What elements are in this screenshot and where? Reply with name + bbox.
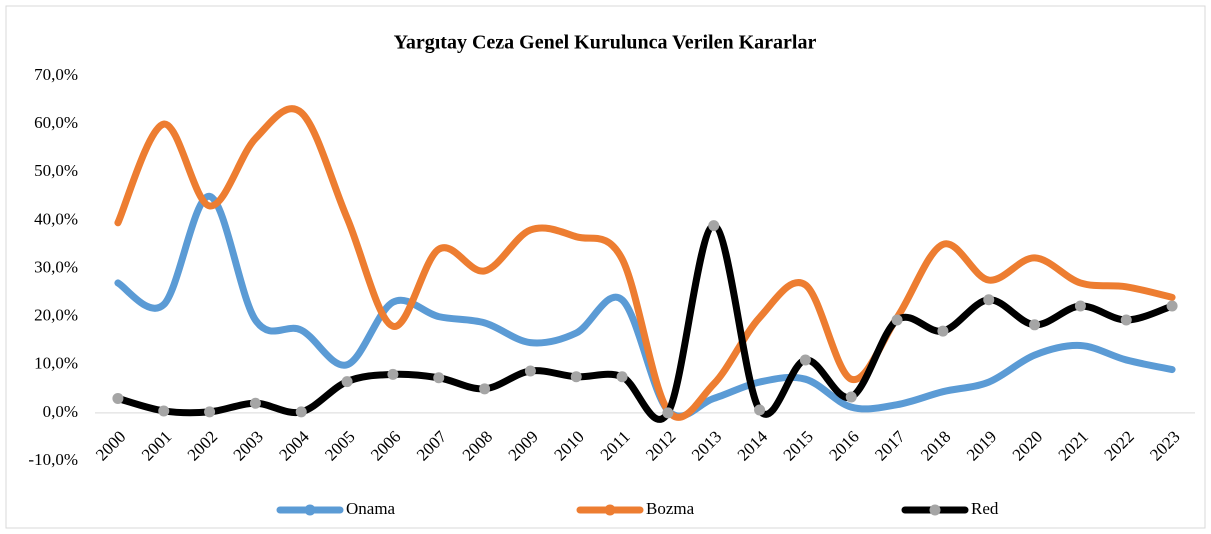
y-tick-label: 60,0% — [34, 113, 78, 132]
legend-marker — [929, 504, 941, 516]
point-marker — [662, 407, 674, 419]
y-tick-label: 50,0% — [34, 161, 78, 180]
legend-marker — [304, 504, 316, 516]
legend-label: Onama — [346, 499, 396, 518]
point-marker — [112, 392, 124, 404]
point-marker — [1166, 300, 1178, 312]
legend-marker — [604, 504, 616, 516]
series-line — [114, 105, 1176, 421]
point-marker — [937, 325, 949, 337]
point-marker — [1120, 314, 1132, 326]
point-marker — [524, 365, 536, 377]
point-marker — [891, 314, 903, 326]
point-marker — [799, 354, 811, 366]
point-marker — [479, 383, 491, 395]
point-marker — [295, 406, 307, 418]
point-marker — [204, 406, 216, 418]
legend-label: Bozma — [646, 499, 695, 518]
point-marker — [249, 397, 261, 409]
y-tick-label: 10,0% — [34, 354, 78, 373]
point-marker — [433, 372, 445, 384]
point-marker — [570, 371, 582, 383]
point-marker — [1074, 300, 1086, 312]
y-tick-label: 0,0% — [43, 402, 78, 421]
point-marker — [387, 368, 399, 380]
point-marker — [754, 404, 766, 416]
y-tick-label: 40,0% — [34, 209, 78, 228]
legend-label: Red — [971, 499, 999, 518]
point-marker — [158, 405, 170, 417]
chart-title: Yargıtay Ceza Genel Kurulunca Verilen Ka… — [394, 32, 817, 54]
y-tick-label: 30,0% — [34, 257, 78, 276]
series-line — [114, 192, 1176, 420]
point-marker — [1029, 319, 1041, 331]
series-line — [114, 222, 1176, 423]
point-marker — [845, 391, 857, 403]
chart-frame — [5, 5, 1206, 529]
point-marker — [983, 294, 995, 306]
point-marker — [616, 371, 628, 383]
y-tick-label: -10,0% — [28, 450, 78, 469]
y-tick-label: 20,0% — [34, 306, 78, 325]
y-tick-label: 70,0% — [34, 65, 78, 84]
point-marker — [708, 220, 720, 232]
point-marker — [341, 376, 353, 388]
